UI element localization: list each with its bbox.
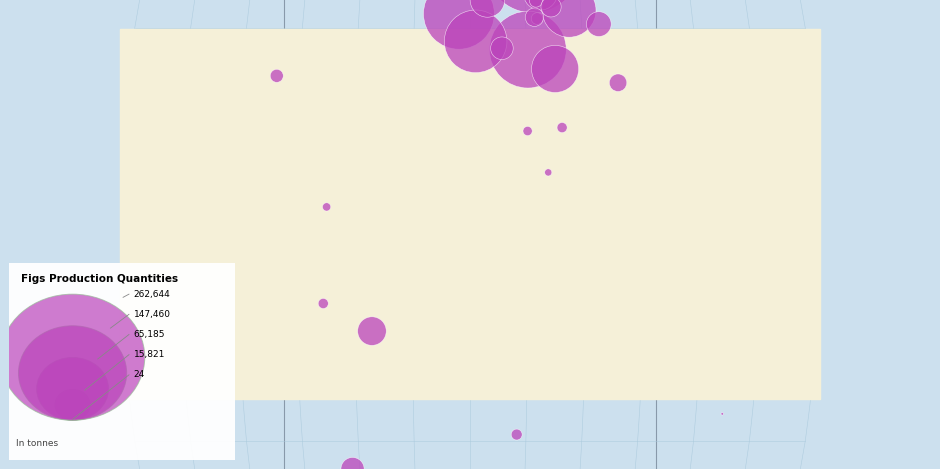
Circle shape bbox=[319, 298, 328, 309]
Text: In tonnes: In tonnes bbox=[16, 439, 58, 448]
Text: 262,644: 262,644 bbox=[133, 290, 170, 299]
Text: 65,185: 65,185 bbox=[133, 330, 165, 339]
Circle shape bbox=[357, 317, 386, 345]
Text: 147,460: 147,460 bbox=[133, 310, 170, 319]
Circle shape bbox=[542, 0, 596, 37]
Circle shape bbox=[529, 0, 542, 7]
Circle shape bbox=[511, 429, 522, 440]
Circle shape bbox=[490, 11, 566, 88]
Circle shape bbox=[531, 45, 579, 92]
Circle shape bbox=[531, 13, 543, 24]
Circle shape bbox=[341, 457, 364, 469]
Circle shape bbox=[544, 169, 552, 176]
FancyBboxPatch shape bbox=[6, 260, 239, 462]
Circle shape bbox=[19, 326, 127, 420]
Circle shape bbox=[423, 0, 494, 49]
Circle shape bbox=[0, 294, 145, 420]
Text: Figs Production Quantities: Figs Production Quantities bbox=[21, 274, 178, 285]
Circle shape bbox=[445, 10, 507, 73]
Polygon shape bbox=[284, 0, 656, 469]
Circle shape bbox=[525, 8, 543, 26]
Circle shape bbox=[470, 0, 505, 17]
Circle shape bbox=[523, 127, 532, 136]
Circle shape bbox=[55, 389, 90, 420]
Circle shape bbox=[491, 37, 513, 60]
Circle shape bbox=[587, 12, 611, 37]
Circle shape bbox=[524, 0, 557, 10]
Circle shape bbox=[270, 69, 283, 83]
Text: 24: 24 bbox=[133, 371, 145, 379]
Circle shape bbox=[609, 74, 627, 91]
Circle shape bbox=[557, 122, 567, 133]
Circle shape bbox=[486, 0, 580, 13]
Circle shape bbox=[37, 357, 108, 420]
Circle shape bbox=[540, 0, 561, 17]
Circle shape bbox=[71, 419, 73, 420]
Circle shape bbox=[322, 203, 331, 211]
Circle shape bbox=[721, 413, 724, 415]
Text: 15,821: 15,821 bbox=[133, 350, 164, 359]
